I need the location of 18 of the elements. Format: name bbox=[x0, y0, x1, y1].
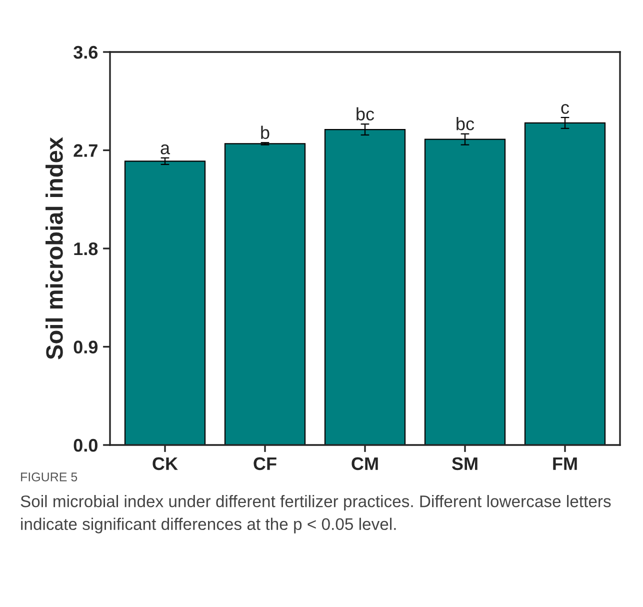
y-tick-label: 0.9 bbox=[74, 340, 98, 354]
annotation: a bbox=[160, 144, 170, 154]
annotation: c bbox=[561, 104, 570, 114]
caption: FIGURE 5 bbox=[21, 472, 78, 482]
x-tick-label: SM bbox=[452, 457, 478, 470]
y-tick-label: 2.7 bbox=[74, 144, 98, 157]
y-tick-label: 1.8 bbox=[74, 242, 98, 256]
annotation: b bbox=[261, 126, 270, 140]
x-tick-label: CK bbox=[152, 457, 178, 470]
y-axis-title: Soil microbial index bbox=[46, 137, 63, 360]
y-tick-label: 0.0 bbox=[74, 438, 98, 452]
x-tick-label: CF bbox=[254, 457, 276, 470]
y-tick-label: 3.6 bbox=[74, 46, 98, 59]
annotation: bc bbox=[356, 107, 374, 120]
annotation: bc bbox=[456, 117, 474, 130]
x-tick-label: CM bbox=[352, 457, 378, 470]
x-tick-label: FM bbox=[553, 457, 577, 470]
text: Soil microbial index under different fertilizer practices. Different lowercase letters indicate significant differences at the p < 0.05 level. bbox=[20, 495, 611, 534]
